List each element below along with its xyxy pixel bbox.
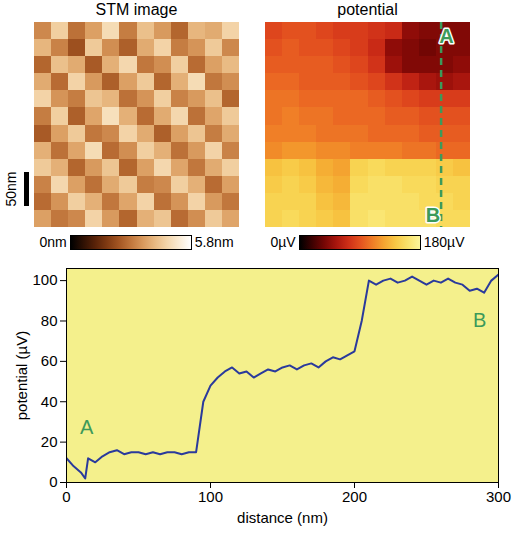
svg-text:60: 60 <box>41 352 58 369</box>
svg-text:20: 20 <box>41 433 58 450</box>
svg-text:0: 0 <box>49 473 57 490</box>
svg-text:100: 100 <box>32 271 57 288</box>
html-text:potential: potential <box>337 1 398 18</box>
html-text:180µV: 180µV <box>423 234 465 250</box>
html-text:STM image: STM image <box>95 1 178 18</box>
svg-text:distance (nm): distance (nm) <box>237 509 328 526</box>
svg-text:B: B <box>426 204 440 226</box>
html-text:5.8nm: 5.8nm <box>194 234 234 250</box>
html-text:50nm: 50nm <box>3 171 19 207</box>
svg-text:100: 100 <box>198 488 223 505</box>
svg-text:0: 0 <box>62 488 70 505</box>
svg-text:300: 300 <box>486 488 511 505</box>
html-text:0nm: 0nm <box>39 234 67 250</box>
svg-text:B: B <box>473 309 486 331</box>
svg-text:A: A <box>439 25 453 47</box>
svg-text:80: 80 <box>41 312 58 329</box>
svg-text:A: A <box>80 416 94 438</box>
svg-text:200: 200 <box>342 488 367 505</box>
svg-text:40: 40 <box>41 393 58 410</box>
html-text:0µV: 0µV <box>270 234 296 250</box>
svg-text:potential (µV): potential (µV) <box>13 331 30 421</box>
